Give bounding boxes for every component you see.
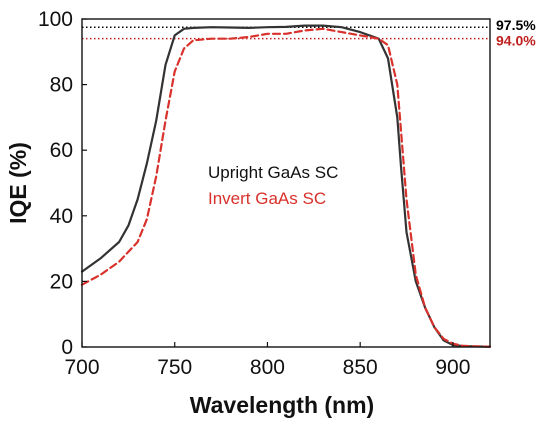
x-tick-label: 800 <box>250 356 285 379</box>
y-tick-label: 60 <box>50 139 73 162</box>
reference-label-1: 94.0% <box>496 33 536 49</box>
x-axis-label: Wavelength (nm) <box>190 392 374 418</box>
plot-frame <box>81 18 491 348</box>
reference-label-0: 97.5% <box>496 17 536 33</box>
y-tick-label: 0 <box>61 336 73 359</box>
y-tick-label: 40 <box>50 205 73 228</box>
axis-ticks <box>81 18 454 348</box>
y-axis-label: IQE (%) <box>5 142 31 224</box>
x-tick-label: 850 <box>343 356 378 379</box>
legend-upright: Upright GaAs SC <box>208 163 338 182</box>
y-tick-label: 80 <box>50 74 73 97</box>
x-tick-label: 700 <box>64 356 99 379</box>
reference-labels: 97.5%94.0% <box>496 17 536 48</box>
y-tick-label: 100 <box>38 8 73 31</box>
legend-invert: Invert GaAs SC <box>208 189 326 208</box>
x-tick-label: 900 <box>435 356 470 379</box>
x-tick-label: 750 <box>157 356 192 379</box>
series-line-1 <box>80 27 492 348</box>
tick-labels: 700 750 800 850 900 0 20 40 60 80 100 <box>38 8 470 379</box>
series-line-0 <box>80 24 492 348</box>
y-tick-label: 20 <box>50 270 73 293</box>
series-lines <box>80 24 492 348</box>
